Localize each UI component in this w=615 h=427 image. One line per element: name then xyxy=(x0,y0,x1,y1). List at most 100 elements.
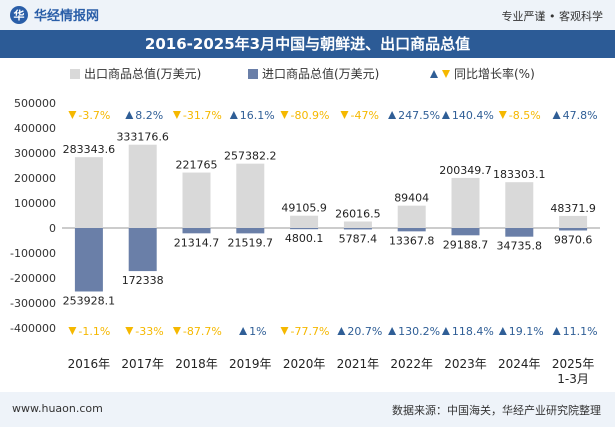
export-growth-label: -31.7% xyxy=(183,109,222,122)
export-growth-label: -3.7% xyxy=(78,109,110,122)
export-growth-label-up-triangle-icon xyxy=(552,111,561,119)
import-growth-label: -1.1% xyxy=(78,325,110,338)
import-growth-label: 130.2% xyxy=(398,325,440,338)
export-value-label: 257382.2 xyxy=(224,150,277,163)
export-value-label: 89404 xyxy=(394,192,429,205)
import-growth-label-up-triangle-icon xyxy=(337,327,346,335)
export-growth-label-down-triangle-icon xyxy=(172,111,181,119)
y-tick-label: -400000 xyxy=(10,322,56,335)
y-tick-label: 100000 xyxy=(14,197,56,210)
export-bar xyxy=(128,144,157,228)
brand[interactable]: 华 华经情报网 xyxy=(10,5,99,24)
import-value-label: 172338 xyxy=(122,274,164,287)
export-value-label: 221765 xyxy=(176,159,218,172)
export-growth-label: 47.8% xyxy=(563,109,598,122)
export-growth-label: -8.5% xyxy=(509,109,541,122)
import-growth-label: 19.1% xyxy=(509,325,544,338)
import-growth-label-up-triangle-icon xyxy=(498,327,507,335)
brand-logo-icon: 华 xyxy=(10,5,28,24)
export-value-label: 49105.9 xyxy=(281,202,327,215)
site-url[interactable]: www.huaon.com xyxy=(12,402,103,415)
y-tick-label: -200000 xyxy=(10,272,56,285)
export-growth-label: 16.1% xyxy=(240,109,275,122)
import-value-label: 34735.8 xyxy=(497,240,543,253)
import-bar xyxy=(397,228,426,232)
import-growth-label-down-triangle-icon xyxy=(172,327,181,335)
export-growth-label-down-triangle-icon xyxy=(280,111,289,119)
x-tick-label: 2024年 xyxy=(498,357,541,371)
import-value-label: 21314.7 xyxy=(174,236,220,249)
export-growth-label-up-triangle-icon xyxy=(125,111,134,119)
import-growth-label: 1% xyxy=(249,325,266,338)
export-bar xyxy=(505,182,534,228)
import-value-label: 13367.8 xyxy=(389,234,435,247)
legend-export-swatch xyxy=(70,69,80,79)
export-bar xyxy=(182,172,211,228)
export-growth-label-down-triangle-icon xyxy=(498,111,507,119)
legend-import-label: 进口商品总值(万美元) xyxy=(262,66,379,81)
import-growth-label-up-triangle-icon xyxy=(552,327,561,335)
import-value-label: 5787.4 xyxy=(339,232,378,245)
x-tick-label: 2018年 xyxy=(175,357,218,371)
import-growth-label: -33% xyxy=(135,325,163,338)
export-value-label: 183303.1 xyxy=(493,168,546,181)
import-bar xyxy=(343,228,372,230)
import-value-label: 253928.1 xyxy=(63,294,116,307)
import-growth-label: -87.7% xyxy=(183,325,222,338)
x-tick-label: 2021年 xyxy=(337,357,380,371)
legend-growth-label: 同比增长率(%) xyxy=(454,66,535,81)
import-bar xyxy=(290,228,319,230)
header-bar: 华 华经情报网 专业严谨 • 客观科学 xyxy=(0,0,615,30)
import-bar xyxy=(74,228,103,292)
import-value-label: 21519.7 xyxy=(228,236,274,249)
tagline: 专业严谨 • 客观科学 xyxy=(501,10,603,23)
export-bar xyxy=(290,215,319,228)
export-bar xyxy=(343,221,372,228)
export-value-label: 26016.5 xyxy=(335,207,381,220)
import-growth-label-up-triangle-icon xyxy=(388,327,397,335)
legend-down-triangle-icon xyxy=(442,70,450,78)
import-value-label: 9870.6 xyxy=(554,233,593,246)
import-value-label: 4800.1 xyxy=(285,232,324,245)
y-tick-label: -100000 xyxy=(10,247,56,260)
chart: 出口商品总值(万美元) 进口商品总值(万美元) 同比增长率(%) 500000 4000… xyxy=(10,66,600,386)
y-tick-label: -300000 xyxy=(10,297,56,310)
import-bar xyxy=(236,228,265,234)
export-bar xyxy=(74,157,103,228)
import-growth-label-up-triangle-icon xyxy=(441,327,450,335)
x-tick-label: 2022年 xyxy=(390,357,433,371)
import-growth-label-down-triangle-icon xyxy=(68,327,77,335)
x-tick-label: 2017年 xyxy=(121,357,164,371)
export-growth-label-up-triangle-icon xyxy=(229,111,238,119)
import-bar xyxy=(559,228,588,231)
y-tick-label: 300000 xyxy=(14,147,56,160)
export-growth-label: -47% xyxy=(351,109,379,122)
export-growth-label: 247.5% xyxy=(398,109,440,122)
export-value-label: 48371.9 xyxy=(550,202,596,215)
import-growth-label: 118.4% xyxy=(452,325,494,338)
export-growth-label: -80.9% xyxy=(291,109,330,122)
x-tick-label: 2020年 xyxy=(283,357,326,371)
x-tick-label: 2023年 xyxy=(444,357,487,371)
footer-bar: www.huaon.com 数据来源：中国海关，华经产业研究院整理 xyxy=(0,392,615,427)
y-tick-label: 500000 xyxy=(14,97,56,110)
export-bar xyxy=(559,215,588,228)
import-growth-label-down-triangle-icon xyxy=(280,327,289,335)
import-value-label: 29188.7 xyxy=(443,238,489,251)
export-value-label: 200349.7 xyxy=(439,164,492,177)
x-tick-label: 2025年 xyxy=(552,357,595,371)
x-tick-label: 2019年 xyxy=(229,357,272,371)
legend-up-triangle-icon xyxy=(430,70,438,78)
import-growth-label-up-triangle-icon xyxy=(239,327,248,335)
import-bar xyxy=(128,228,157,272)
export-bar xyxy=(236,163,265,228)
legend-export-label: 出口商品总值(万美元) xyxy=(84,66,201,81)
import-bar xyxy=(451,228,480,236)
export-growth-label-down-triangle-icon xyxy=(68,111,77,119)
export-growth-label-up-triangle-icon xyxy=(441,111,450,119)
import-growth-label: 11.1% xyxy=(563,325,598,338)
export-growth-label: 8.2% xyxy=(135,109,163,122)
import-bar xyxy=(505,228,534,237)
import-bar xyxy=(182,228,211,234)
